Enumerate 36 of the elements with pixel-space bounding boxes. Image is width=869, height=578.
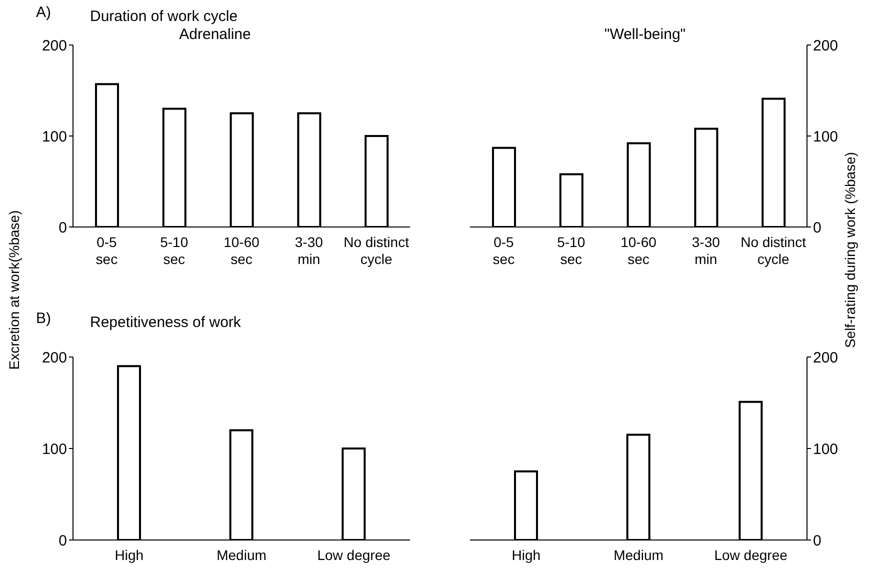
y-tick-label: 0 <box>58 219 67 236</box>
x-tick-label: 3-30 min <box>294 234 324 267</box>
text: A) <box>36 4 51 21</box>
x-tick-label: Low degree <box>714 547 788 563</box>
x-tick-label: 10-60 sec <box>620 234 657 267</box>
y-tick-label: 200 <box>42 37 67 54</box>
y2-tick-label: 0 <box>813 219 822 236</box>
y-tick-label: 100 <box>42 440 67 458</box>
chart-subtitle: "Well-being" <box>604 26 686 43</box>
x-tick-label: Medium <box>216 547 266 563</box>
y2-tick-label: 100 <box>813 440 838 458</box>
y2-axis-title: Self-rating during work (%base) <box>842 152 858 348</box>
x-tick-label: 3-30 min <box>692 234 720 267</box>
x-tick-label: High <box>114 547 144 563</box>
chart-title: Duration of work cycle <box>90 8 238 25</box>
y2-tick-label: 200 <box>813 37 838 54</box>
y2-tick-label: 100 <box>813 128 838 146</box>
y-tick-label: 0 <box>58 532 67 550</box>
x-tick-label: Medium <box>614 547 664 563</box>
chart-subtitle: Adrenaline <box>179 26 251 43</box>
x-tick-label: Low degree <box>317 547 391 563</box>
y-axis-title: Excretion at work(%base) <box>6 210 22 370</box>
x-tick-label: 0-5 sec <box>96 234 118 267</box>
y2-tick-label: 200 <box>813 349 838 366</box>
x-tick-label: 10-60 sec <box>224 234 260 267</box>
y2-tick-label: 0 <box>813 532 822 550</box>
x-tick-label: No distinct cycle <box>344 234 410 267</box>
x-tick-label: 5-10 sec <box>160 234 188 267</box>
x-tick-label: No distinct cycle <box>740 234 806 267</box>
x-tick-label: 5-10 sec <box>557 234 586 267</box>
chart-title: Repetitiveness of work <box>90 314 241 331</box>
y-tick-label: 200 <box>42 349 67 366</box>
y-tick-label: 100 <box>42 128 67 146</box>
x-tick-label: High <box>512 547 541 563</box>
text: B) <box>36 310 51 327</box>
x-tick-label: 0-5 sec <box>492 234 515 267</box>
